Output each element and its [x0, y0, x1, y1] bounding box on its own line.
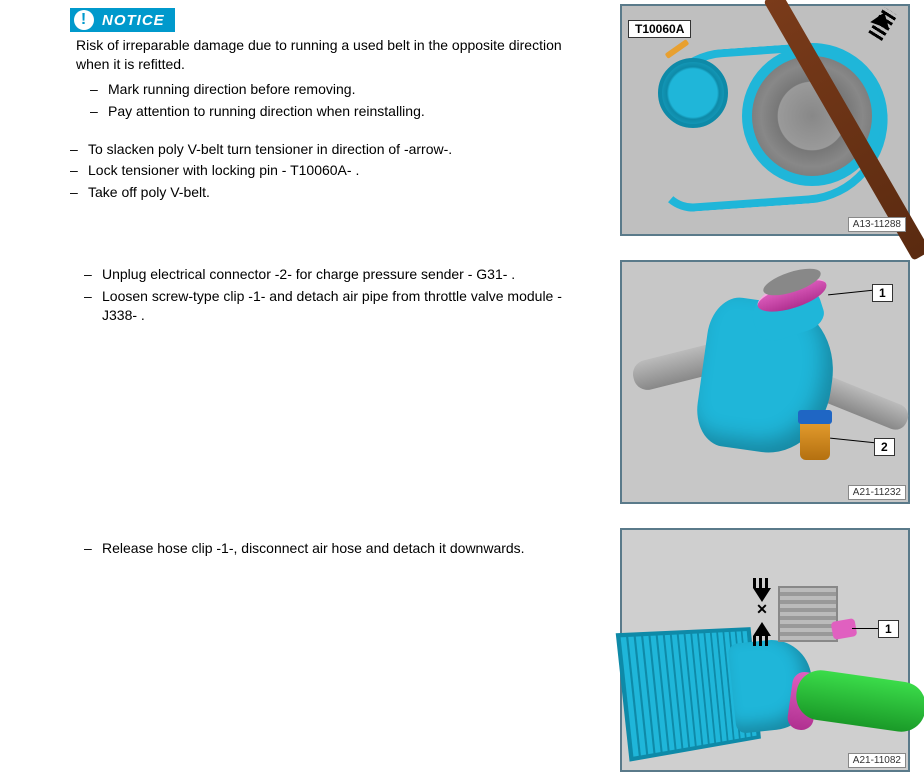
step-item: Loosen screw-type clip -1- and detach ai… [84, 287, 590, 325]
notice-bullet: Mark running direction before removing. [90, 80, 584, 99]
notice-warning-text: Risk of irreparable damage due to runnin… [76, 36, 584, 74]
step-item: Release hose clip -1-, disconnect air ho… [84, 539, 590, 558]
step-list: To slacken poly V-belt turn tensioner in… [70, 140, 590, 203]
leader-line-icon [828, 290, 874, 296]
step-item: To slacken poly V-belt turn tensioner in… [70, 140, 590, 159]
figure-2-bg [622, 262, 908, 502]
hose-clip-icon [831, 618, 858, 640]
manual-page: ! NOTICE Risk of irreparable damage due … [0, 0, 924, 8]
notice-box: ! NOTICE Risk of irreparable damage due … [70, 8, 590, 132]
notice-header: ! NOTICE [70, 8, 175, 32]
sensor-connector-icon [798, 410, 832, 424]
callout-2: 2 [874, 438, 895, 456]
figure-2-throttle-pipe: 1 2 A21-11232 [620, 260, 910, 504]
step-item: Unplug electrical connector -2- for char… [84, 265, 590, 284]
notice-exclamation-icon: ! [74, 10, 94, 30]
notice-bullet-list: Mark running direction before removing. … [76, 80, 584, 121]
bracket-icon [778, 586, 838, 642]
figure-id: A21-11232 [848, 485, 906, 500]
figure-1-belt-tensioner: T10060A A13-11288 [620, 4, 910, 236]
separation-arrows-icon: ✕ [750, 578, 774, 648]
text-column: ! NOTICE Risk of irreparable damage due … [70, 8, 590, 205]
step-block-1: To slacken poly V-belt turn tensioner in… [70, 140, 590, 203]
leader-line-icon [852, 628, 880, 629]
step-item: Lock tensioner with locking pin - T10060… [70, 161, 590, 180]
pressure-sender-icon [800, 418, 830, 460]
locking-pin-icon [665, 39, 690, 59]
leader-line-icon [830, 438, 876, 444]
tool-label-callout: T10060A [628, 20, 691, 38]
figure-1-bg [622, 6, 908, 234]
notice-bullet: Pay attention to running direction when … [90, 102, 584, 121]
step-block-3: Release hose clip -1-, disconnect air ho… [70, 536, 590, 561]
callout-1: 1 [872, 284, 893, 302]
notice-label: NOTICE [102, 12, 165, 29]
figure-id: A13-11288 [848, 217, 906, 232]
step-item: Take off poly V-belt. [70, 183, 590, 202]
notice-body: Risk of irreparable damage due to runnin… [70, 32, 590, 132]
air-hose-icon [793, 667, 924, 735]
callout-1: 1 [878, 620, 899, 638]
figure-3-air-hose: ✕ 1 A21-11082 [620, 528, 910, 772]
tensioner-pulley-icon [658, 58, 728, 128]
figure-id: A21-11082 [848, 753, 906, 768]
step-list: Unplug electrical connector -2- for char… [70, 265, 590, 325]
figure-3-bg: ✕ [622, 530, 908, 770]
step-list: Release hose clip -1-, disconnect air ho… [70, 539, 590, 558]
step-block-2: Unplug electrical connector -2- for char… [70, 262, 590, 328]
